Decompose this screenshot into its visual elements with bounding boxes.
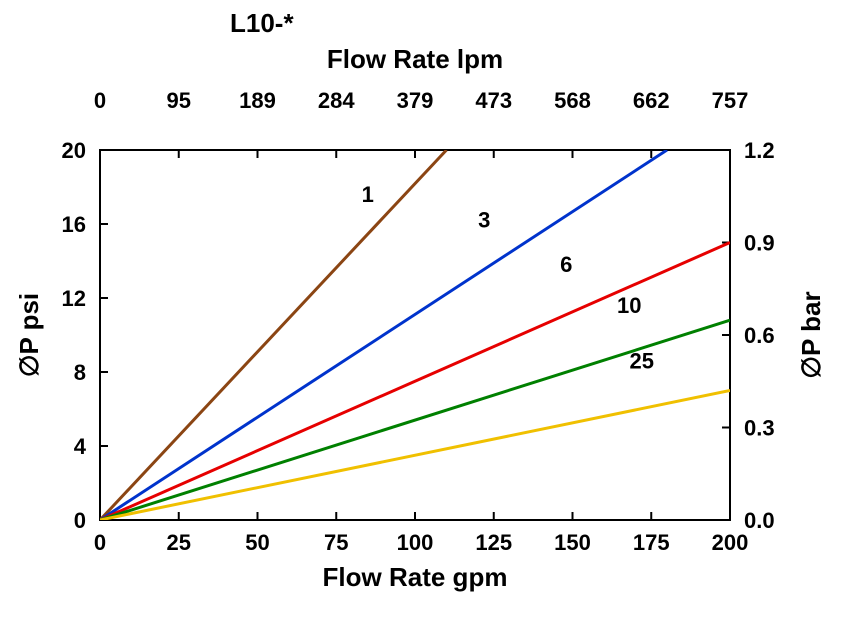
x-top-tick-label: 284 <box>318 88 355 113</box>
pressure-flow-chart: L10-* Flow Rate lpm 0 95 189 284 379 473 568 662 7… <box>0 0 858 634</box>
x-top-tick-label: 473 <box>475 88 512 113</box>
x-bottom-tick-label: 150 <box>554 530 591 555</box>
y-right-tick-label: 0.0 <box>744 508 775 533</box>
y-left-axis-label: ∅P psi <box>14 293 44 377</box>
y-left-tick-label: 12 <box>62 286 86 311</box>
series-label-25: 25 <box>630 348 654 373</box>
y-right-tick-label: 1.2 <box>744 138 775 163</box>
series-label-1: 1 <box>362 182 374 207</box>
chart-svg: L10-* Flow Rate lpm 0 95 189 284 379 473 568 662 7… <box>0 0 858 634</box>
x-top-tick-label: 95 <box>167 88 191 113</box>
chart-title: L10-* <box>230 8 294 38</box>
x-bottom-axis-label: Flow Rate gpm <box>323 562 508 592</box>
y-left-tick-label: 0 <box>74 508 86 533</box>
series-label-6: 6 <box>560 252 572 277</box>
x-top-axis-label: Flow Rate lpm <box>327 44 503 74</box>
y-right-tick-label: 0.6 <box>744 323 775 348</box>
y-left-tick-label: 16 <box>62 212 86 237</box>
x-bottom-tick-label: 50 <box>245 530 269 555</box>
x-top-tick-label: 568 <box>554 88 591 113</box>
x-top-tick-label: 379 <box>397 88 434 113</box>
x-top-tick-label: 757 <box>712 88 749 113</box>
x-bottom-tick-label: 175 <box>633 530 670 555</box>
x-bottom-tick-label: 200 <box>712 530 749 555</box>
x-bottom-tick-label: 75 <box>324 530 348 555</box>
y-right-tick-label: 0.3 <box>744 416 775 441</box>
x-bottom-tick-label: 100 <box>397 530 434 555</box>
x-bottom-tick-label: 0 <box>94 530 106 555</box>
x-top-tick-label: 662 <box>633 88 670 113</box>
x-top-tick-label: 0 <box>94 88 106 113</box>
x-top-tick-label: 189 <box>239 88 276 113</box>
x-bottom-tick-label: 25 <box>167 530 191 555</box>
series-label-3: 3 <box>478 208 490 233</box>
y-left-tick-label: 4 <box>74 434 87 459</box>
y-right-tick-label: 0.9 <box>744 231 775 256</box>
y-left-tick-label: 8 <box>74 360 86 385</box>
series-label-10: 10 <box>617 293 641 318</box>
x-bottom-tick-label: 125 <box>475 530 512 555</box>
y-left-tick-label: 20 <box>62 138 86 163</box>
y-right-axis-label: ∅P bar <box>796 291 826 378</box>
